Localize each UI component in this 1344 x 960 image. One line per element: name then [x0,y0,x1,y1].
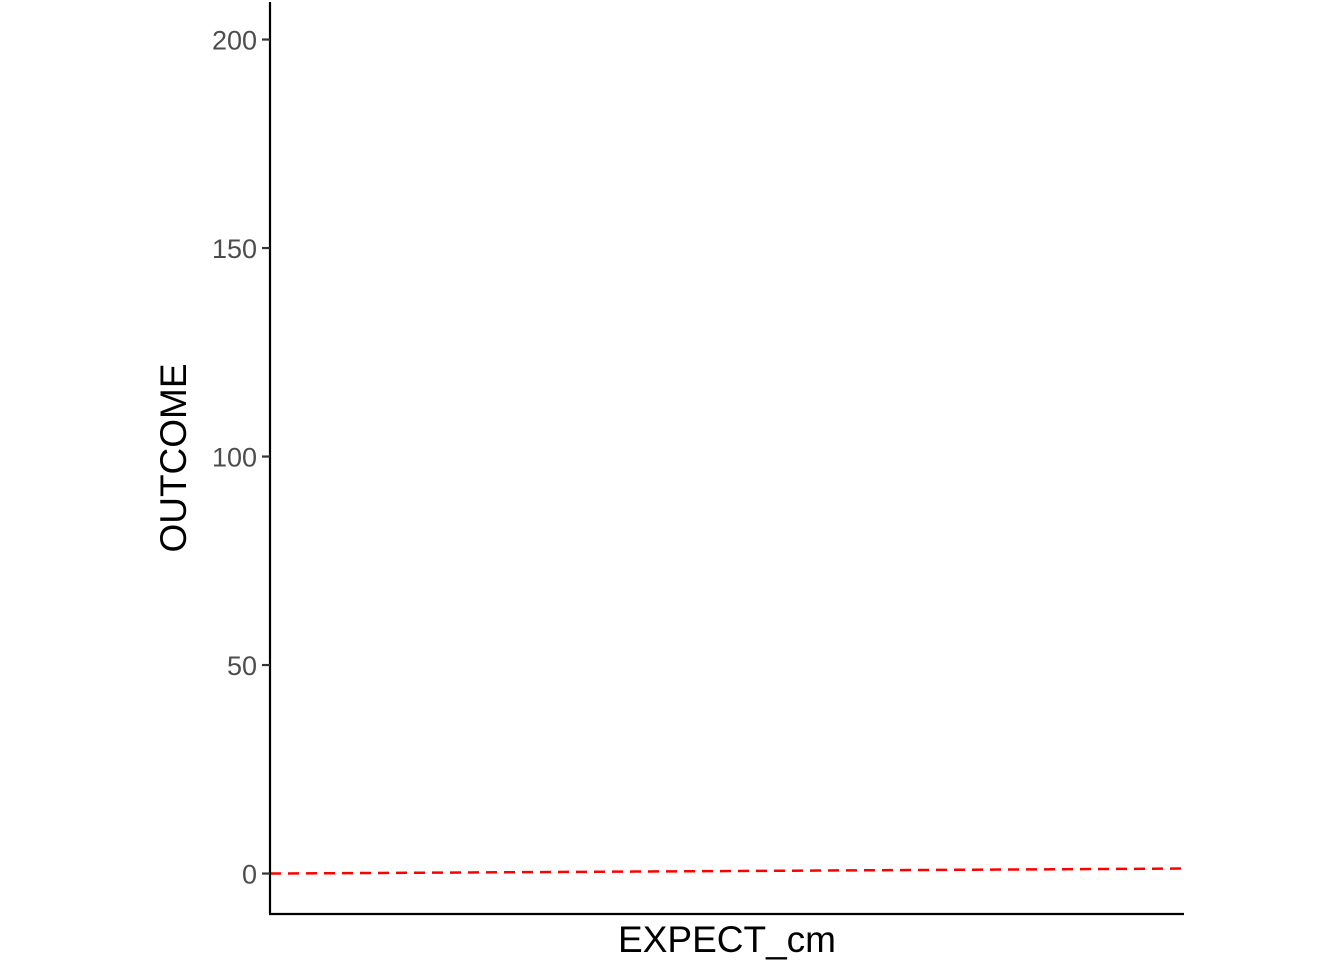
reference-line [269,867,1185,875]
y-axis-title: OUTCOME [153,363,194,552]
y-tick-label: 100 [212,443,257,473]
x-axis-title: EXPECT_cm [618,919,836,960]
y-tick-label: 50 [227,651,257,681]
y-tick-label: 150 [212,234,257,264]
y-axis-ticks: 0 50 100 150 200 [212,26,270,890]
series-layer [269,867,1185,875]
y-tick-label: 0 [242,860,257,890]
y-tick-label: 200 [212,26,257,56]
plot-area: 0 50 100 150 200 [212,2,1185,916]
